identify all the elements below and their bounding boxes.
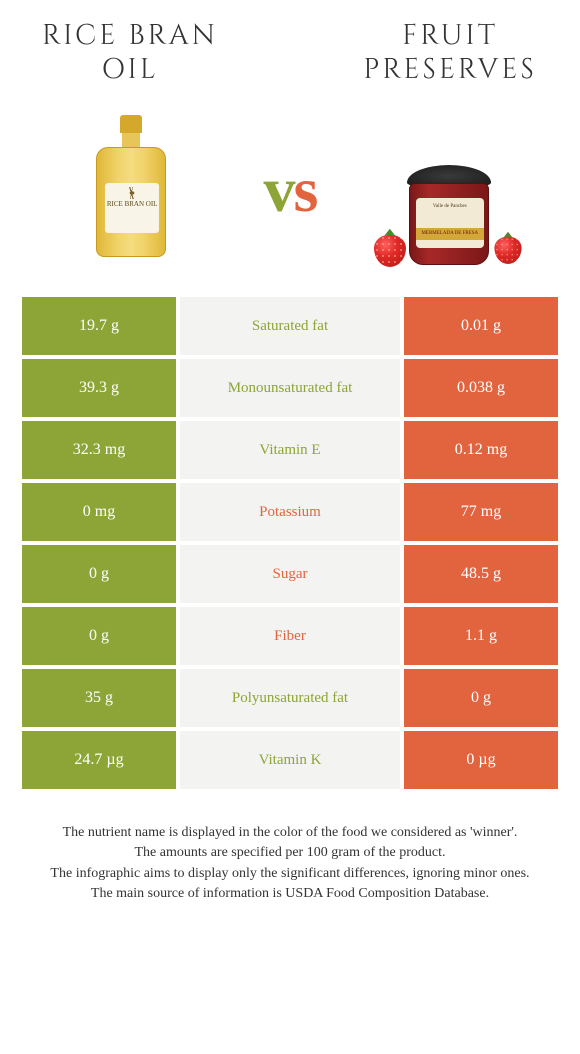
oil-label: RICE BRAN OIL	[105, 183, 159, 233]
nutrient-label: Vitamin K	[180, 731, 400, 789]
nutrient-label: Vitamin E	[180, 421, 400, 479]
value-right: 0.038 g	[404, 359, 558, 417]
nutrient-label: Sugar	[180, 545, 400, 603]
hero-row: RICE BRAN OIL vs Valle de Pancbes MERMEL…	[0, 97, 580, 297]
value-right: 0 g	[404, 669, 558, 727]
value-left: 24.7 µg	[22, 731, 176, 789]
value-right: 48.5 g	[404, 545, 558, 603]
value-right: 0.01 g	[404, 297, 558, 355]
title-left: Rice bran oil	[30, 20, 230, 87]
footer-line: The amounts are specified per 100 gram o…	[20, 843, 560, 863]
jam-label: Valle de Pancbes MERMELADA DE FRESA	[416, 198, 484, 248]
nutrient-label: Potassium	[180, 483, 400, 541]
product-image-left: RICE BRAN OIL	[61, 110, 201, 270]
footer-line: The nutrient name is displayed in the co…	[20, 823, 560, 843]
table-row: 0 mgPotassium77 mg	[22, 483, 558, 541]
value-left: 0 mg	[22, 483, 176, 541]
footer-line: The main source of information is USDA F…	[20, 884, 560, 904]
value-left: 32.3 mg	[22, 421, 176, 479]
jam-jar-icon: Valle de Pancbes MERMELADA DE FRESA	[379, 115, 519, 265]
footer-notes: The nutrient name is displayed in the co…	[0, 793, 580, 904]
nutrient-label: Saturated fat	[180, 297, 400, 355]
nutrient-label: Polyunsaturated fat	[180, 669, 400, 727]
vs-s: s	[294, 154, 317, 225]
title-right: Fruit preserves	[350, 20, 550, 87]
value-left: 0 g	[22, 607, 176, 665]
footer-line: The infographic aims to display only the…	[20, 864, 560, 884]
table-row: 32.3 mgVitamin E0.12 mg	[22, 421, 558, 479]
oil-bottle-icon: RICE BRAN OIL	[96, 115, 166, 265]
value-left: 19.7 g	[22, 297, 176, 355]
table-row: 0 gSugar48.5 g	[22, 545, 558, 603]
value-left: 39.3 g	[22, 359, 176, 417]
nutrient-label: Fiber	[180, 607, 400, 665]
value-right: 0.12 mg	[404, 421, 558, 479]
vs-v: v	[264, 154, 294, 225]
header: Rice bran oil Fruit preserves	[0, 0, 580, 97]
nutrient-label: Monounsaturated fat	[180, 359, 400, 417]
vs-label: vs	[264, 153, 317, 227]
table-row: 19.7 gSaturated fat0.01 g	[22, 297, 558, 355]
value-right: 0 µg	[404, 731, 558, 789]
value-right: 1.1 g	[404, 607, 558, 665]
value-left: 35 g	[22, 669, 176, 727]
table-row: 0 gFiber1.1 g	[22, 607, 558, 665]
table-row: 24.7 µgVitamin K0 µg	[22, 731, 558, 789]
product-image-right: Valle de Pancbes MERMELADA DE FRESA	[379, 110, 519, 270]
table-row: 35 gPolyunsaturated fat0 g	[22, 669, 558, 727]
value-right: 77 mg	[404, 483, 558, 541]
comparison-table: 19.7 gSaturated fat0.01 g39.3 gMonounsat…	[22, 297, 558, 789]
value-left: 0 g	[22, 545, 176, 603]
table-row: 39.3 gMonounsaturated fat0.038 g	[22, 359, 558, 417]
